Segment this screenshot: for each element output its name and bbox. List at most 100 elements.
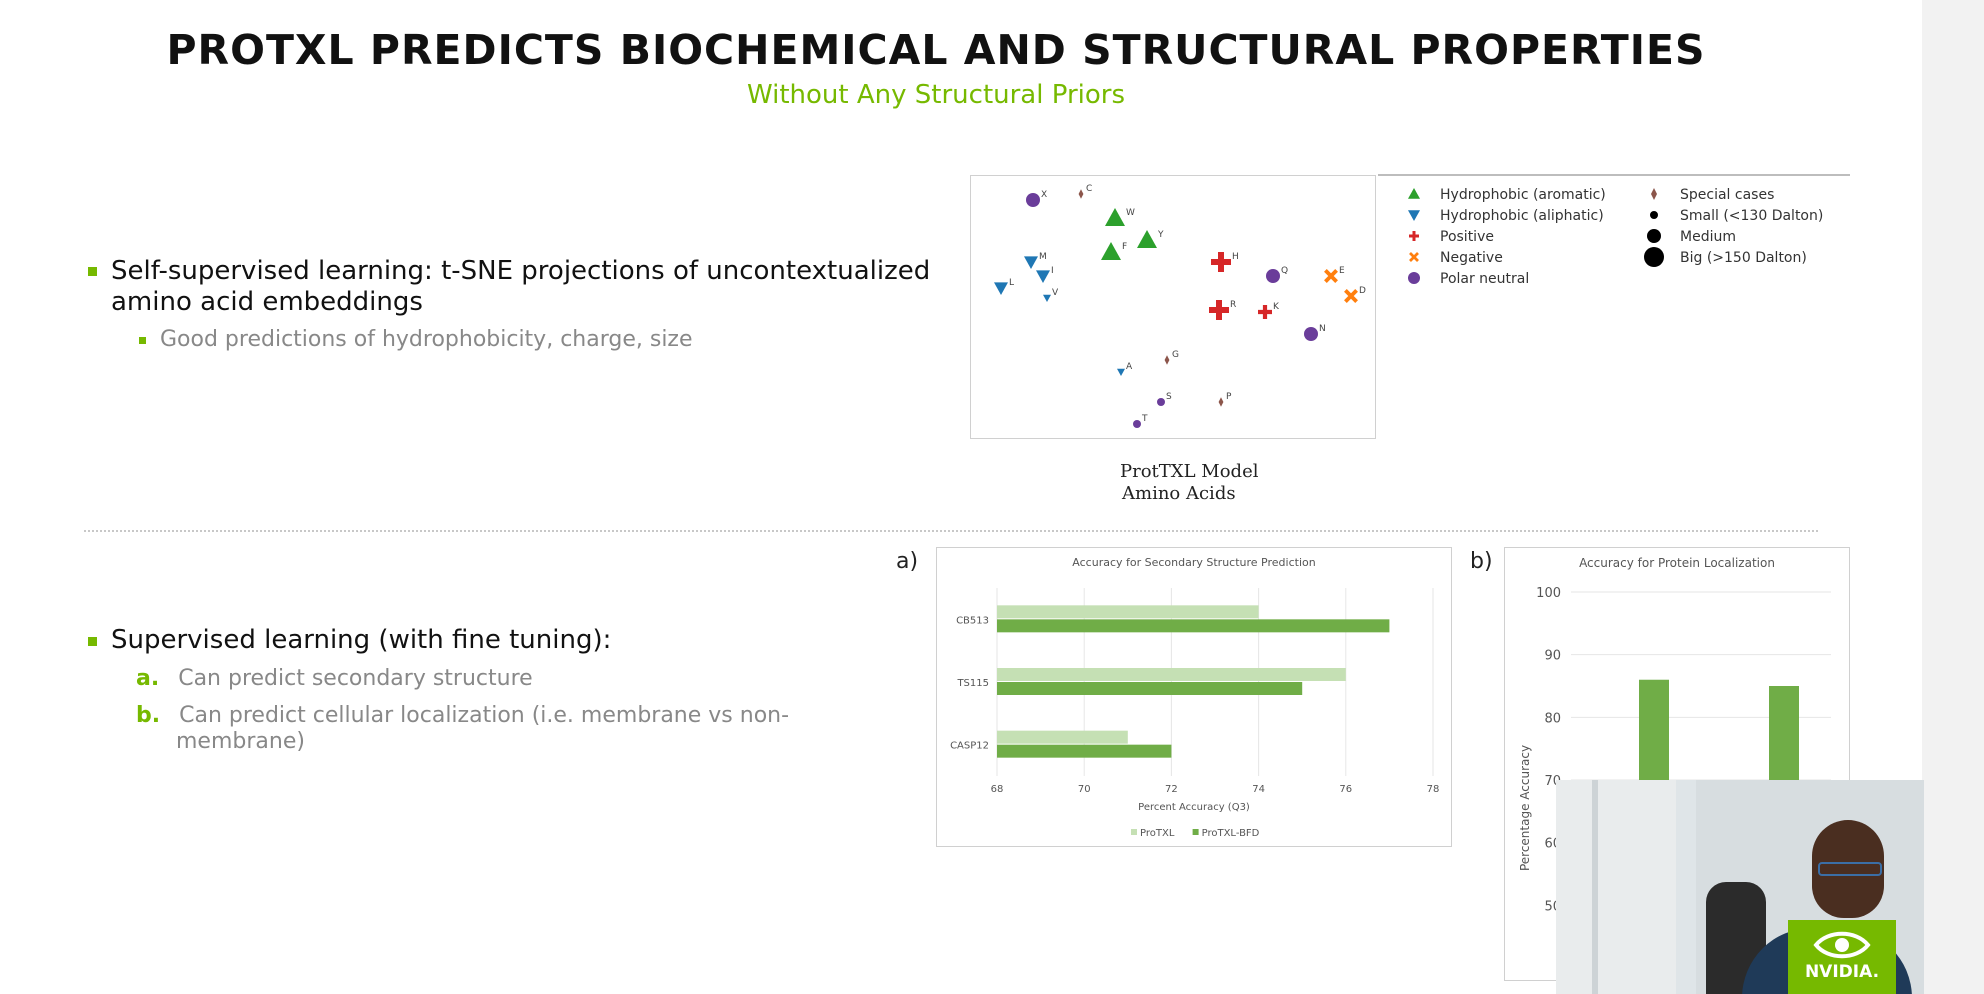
sub-bullet-marker: [139, 337, 146, 344]
tsne-point-label: L: [1009, 278, 1014, 288]
legend-swatch: [1131, 829, 1137, 835]
slide-subtitle: Without Any Structural Priors: [746, 80, 1125, 110]
bar: [997, 619, 1390, 633]
slide-title: PROTXL PREDICTS BIOCHEMICAL AND STRUCTUR…: [166, 26, 1706, 74]
tsne-point-label: X: [1041, 190, 1047, 200]
tsne-point: [1218, 397, 1224, 407]
tsne-point-label: P: [1226, 392, 1232, 402]
tick-label: 68: [991, 784, 1004, 795]
bullet-text-line2: amino acid embeddings: [111, 287, 423, 317]
tsne-point: [1078, 189, 1084, 199]
tsne-point-label: I: [1051, 266, 1054, 276]
caption-line2: Amino Acids: [1122, 483, 1236, 504]
bar: [997, 730, 1128, 744]
tsne-point-label: Y: [1157, 230, 1164, 240]
axis-label: Percentage Accuracy: [1518, 745, 1532, 871]
bar: [997, 605, 1259, 619]
legend-swatch: [1192, 829, 1199, 835]
bullet-marker: [88, 637, 97, 646]
bullet-text-line1: Self-supervised learning: t-SNE projecti…: [111, 256, 931, 286]
webcam-wall: [1556, 780, 1676, 994]
triangle-up-icon: [1408, 188, 1420, 199]
tsne-point: [994, 282, 1008, 295]
caption-line1: ProtTXL Model: [1120, 461, 1259, 482]
cross-icon: [1409, 252, 1419, 262]
diamond-icon: [1651, 188, 1657, 200]
tick-label: 74: [1252, 784, 1265, 795]
plus-icon: [1409, 231, 1419, 241]
tsne-point-label: K: [1273, 302, 1280, 312]
legend-rule: [1378, 174, 1850, 176]
category-label: CB513: [956, 615, 989, 626]
tsne-point: [1117, 368, 1125, 376]
tsne-point-label: E: [1339, 266, 1345, 276]
right-margin-bar: [1922, 0, 1984, 994]
tsne-point-label: V: [1052, 288, 1059, 298]
sub-item-text: Can predict secondary structure: [178, 666, 533, 691]
legend-label: Positive: [1440, 229, 1494, 245]
tsne-point: [1026, 193, 1040, 207]
tsne-point: [1157, 398, 1165, 406]
presenter-face: [1812, 820, 1884, 918]
legend-label: ProTXL-BFD: [1202, 828, 1260, 839]
tick-label: 70: [1078, 784, 1091, 795]
chart-secondary-structure: Accuracy for Secondary Structure Predict…: [936, 547, 1452, 847]
tsne-point-label: S: [1166, 392, 1172, 402]
tsne-point-label: D: [1359, 286, 1366, 296]
sub-item-letter: b.: [136, 703, 161, 728]
tsne-point: [1164, 355, 1170, 365]
tsne-point-label: Q: [1281, 266, 1288, 276]
tsne-point: [1344, 289, 1358, 303]
tsne-point: [1024, 256, 1038, 269]
tsne-point: [1043, 294, 1051, 302]
tsne-point-label: T: [1141, 414, 1148, 424]
tsne-point-label: A: [1126, 362, 1133, 372]
tick-label: 100: [1536, 586, 1561, 601]
axis-label: Percent Accuracy (Q3): [1138, 802, 1250, 813]
sub-item-b: b. Can predict cellular localization (i.…: [136, 703, 789, 755]
tsne-legend: Hydrophobic (aromatic) Hydrophobic (aliph…: [1404, 186, 1864, 296]
bullet-supervised: Supervised learning (with fine tuning):: [111, 625, 612, 655]
sub-item-a: a. Can predict secondary structure: [136, 666, 533, 692]
tick-label: 80: [1544, 711, 1561, 726]
legend-label: Special cases: [1680, 187, 1774, 203]
tsne-point-label: G: [1172, 350, 1179, 360]
tsne-point: [1133, 420, 1141, 428]
nvidia-wordmark: NVIDIA.: [1804, 962, 1880, 982]
tsne-point-label: F: [1122, 242, 1127, 252]
bar: [997, 668, 1346, 681]
legend-label: Hydrophobic (aromatic): [1440, 187, 1606, 203]
legend-label: Small (<130 Dalton): [1680, 208, 1823, 224]
legend-graphics: Hydrophobic (aromatic) Hydrophobic (aliph…: [1408, 187, 1823, 287]
chart-a-letter: a): [896, 549, 919, 574]
tick-label: 72: [1165, 784, 1178, 795]
tsne-point: [1266, 269, 1280, 283]
chart-b-letter: b): [1470, 549, 1493, 574]
tsne-point: [1211, 252, 1231, 272]
category-label: CASP12: [950, 741, 989, 752]
chart-title: Accuracy for Secondary Structure Predict…: [1072, 556, 1315, 569]
tsne-point: [1101, 242, 1121, 260]
medium-dot-icon: [1647, 229, 1661, 243]
circle-icon: [1408, 272, 1420, 284]
tsne-point: [1304, 327, 1318, 341]
legend-label: Big (>150 Dalton): [1680, 250, 1807, 266]
presenter-glasses: [1818, 862, 1882, 876]
nvidia-logo: NVIDIA.: [1788, 920, 1896, 994]
bullet-self-supervised: Self-supervised learning: t-SNE projecti…: [111, 256, 930, 318]
bullet-marker: [88, 267, 97, 276]
sub-item-text: Can predict cellular localization (i.e. …: [179, 703, 790, 728]
tick-label: 78: [1427, 784, 1440, 795]
tsne-point: [1105, 208, 1125, 226]
legend-label: Medium: [1680, 229, 1736, 245]
tsne-point: [1036, 270, 1050, 283]
tsne-point-label: H: [1232, 252, 1239, 262]
webcam-door-edge: [1592, 780, 1598, 994]
tsne-point-label: N: [1319, 324, 1326, 334]
legend-label: Negative: [1440, 250, 1503, 266]
nvidia-eye-icon: [1813, 931, 1871, 959]
big-dot-icon: [1644, 247, 1664, 267]
legend-label: Hydrophobic (aliphatic): [1440, 208, 1604, 224]
tsne-point-label: R: [1230, 300, 1236, 310]
